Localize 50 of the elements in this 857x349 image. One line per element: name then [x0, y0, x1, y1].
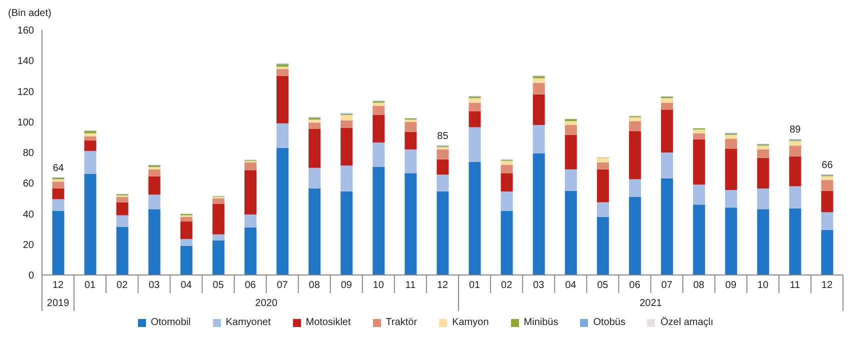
legend-label: Özel amaçlı	[659, 317, 714, 328]
x-tick-label: 01	[468, 280, 481, 291]
x-tick-label: 03	[533, 280, 545, 291]
total-label: 89	[790, 124, 802, 136]
x-tick-label: 11	[405, 280, 416, 291]
legend-label: Kamyon	[451, 317, 489, 328]
x-tick-label: 04	[180, 280, 192, 291]
total-label: 66	[822, 160, 834, 171]
x-tick-label: 06	[244, 280, 256, 291]
x-tick-label: 07	[661, 280, 673, 291]
text: 2019	[46, 298, 70, 309]
x-tick-label: 04	[565, 280, 577, 291]
x-tick-label: 12	[52, 280, 64, 291]
total-label: 85	[437, 130, 449, 142]
legend-label: Otomobil	[150, 317, 191, 328]
y-tick-label: 60	[22, 178, 34, 190]
y-tick-label: 120	[17, 86, 34, 98]
legend-label: Otobüs	[592, 317, 626, 328]
y-tick-label: 40	[22, 209, 34, 220]
legend-label: Traktör	[384, 317, 418, 328]
x-tick-label: 03	[148, 280, 160, 291]
x-tick-label: 09	[725, 280, 737, 291]
x-tick-label: 08	[693, 280, 705, 291]
x-tick-label: 02	[501, 280, 513, 291]
total-label: 64	[52, 163, 64, 174]
y-tick-label: 80	[22, 148, 34, 160]
x-tick-label: 12	[821, 280, 833, 291]
x-tick-label: 08	[308, 280, 320, 291]
text: 2021	[640, 298, 662, 309]
y-tick-label: 160	[17, 26, 34, 37]
x-tick-label: 01	[84, 280, 96, 291]
legend-label: Minibüs	[522, 317, 558, 328]
x-tick-label: 10	[372, 280, 384, 291]
text: 2020	[255, 298, 278, 309]
y-tick-label: 140	[17, 56, 34, 68]
x-tick-label: 12	[436, 280, 448, 291]
x-tick-label: 02	[116, 280, 128, 291]
x-tick-label: 09	[340, 280, 352, 291]
x-tick-label: 10	[757, 280, 769, 291]
x-tick-label: 11	[790, 280, 801, 291]
legend-label: Motosiklet	[304, 317, 351, 328]
y-tick-label: 0	[28, 270, 34, 282]
legend-label: Kamyonet	[224, 317, 271, 328]
x-tick-label: 06	[629, 280, 641, 291]
y-tick-label: 100	[17, 117, 34, 128]
y-tick-label: 20	[22, 240, 34, 251]
x-tick-label: 07	[276, 280, 288, 291]
x-tick-label: 05	[212, 280, 224, 291]
y-axis-title: (Bin adet)	[8, 8, 52, 19]
x-tick-label: 05	[597, 280, 609, 291]
